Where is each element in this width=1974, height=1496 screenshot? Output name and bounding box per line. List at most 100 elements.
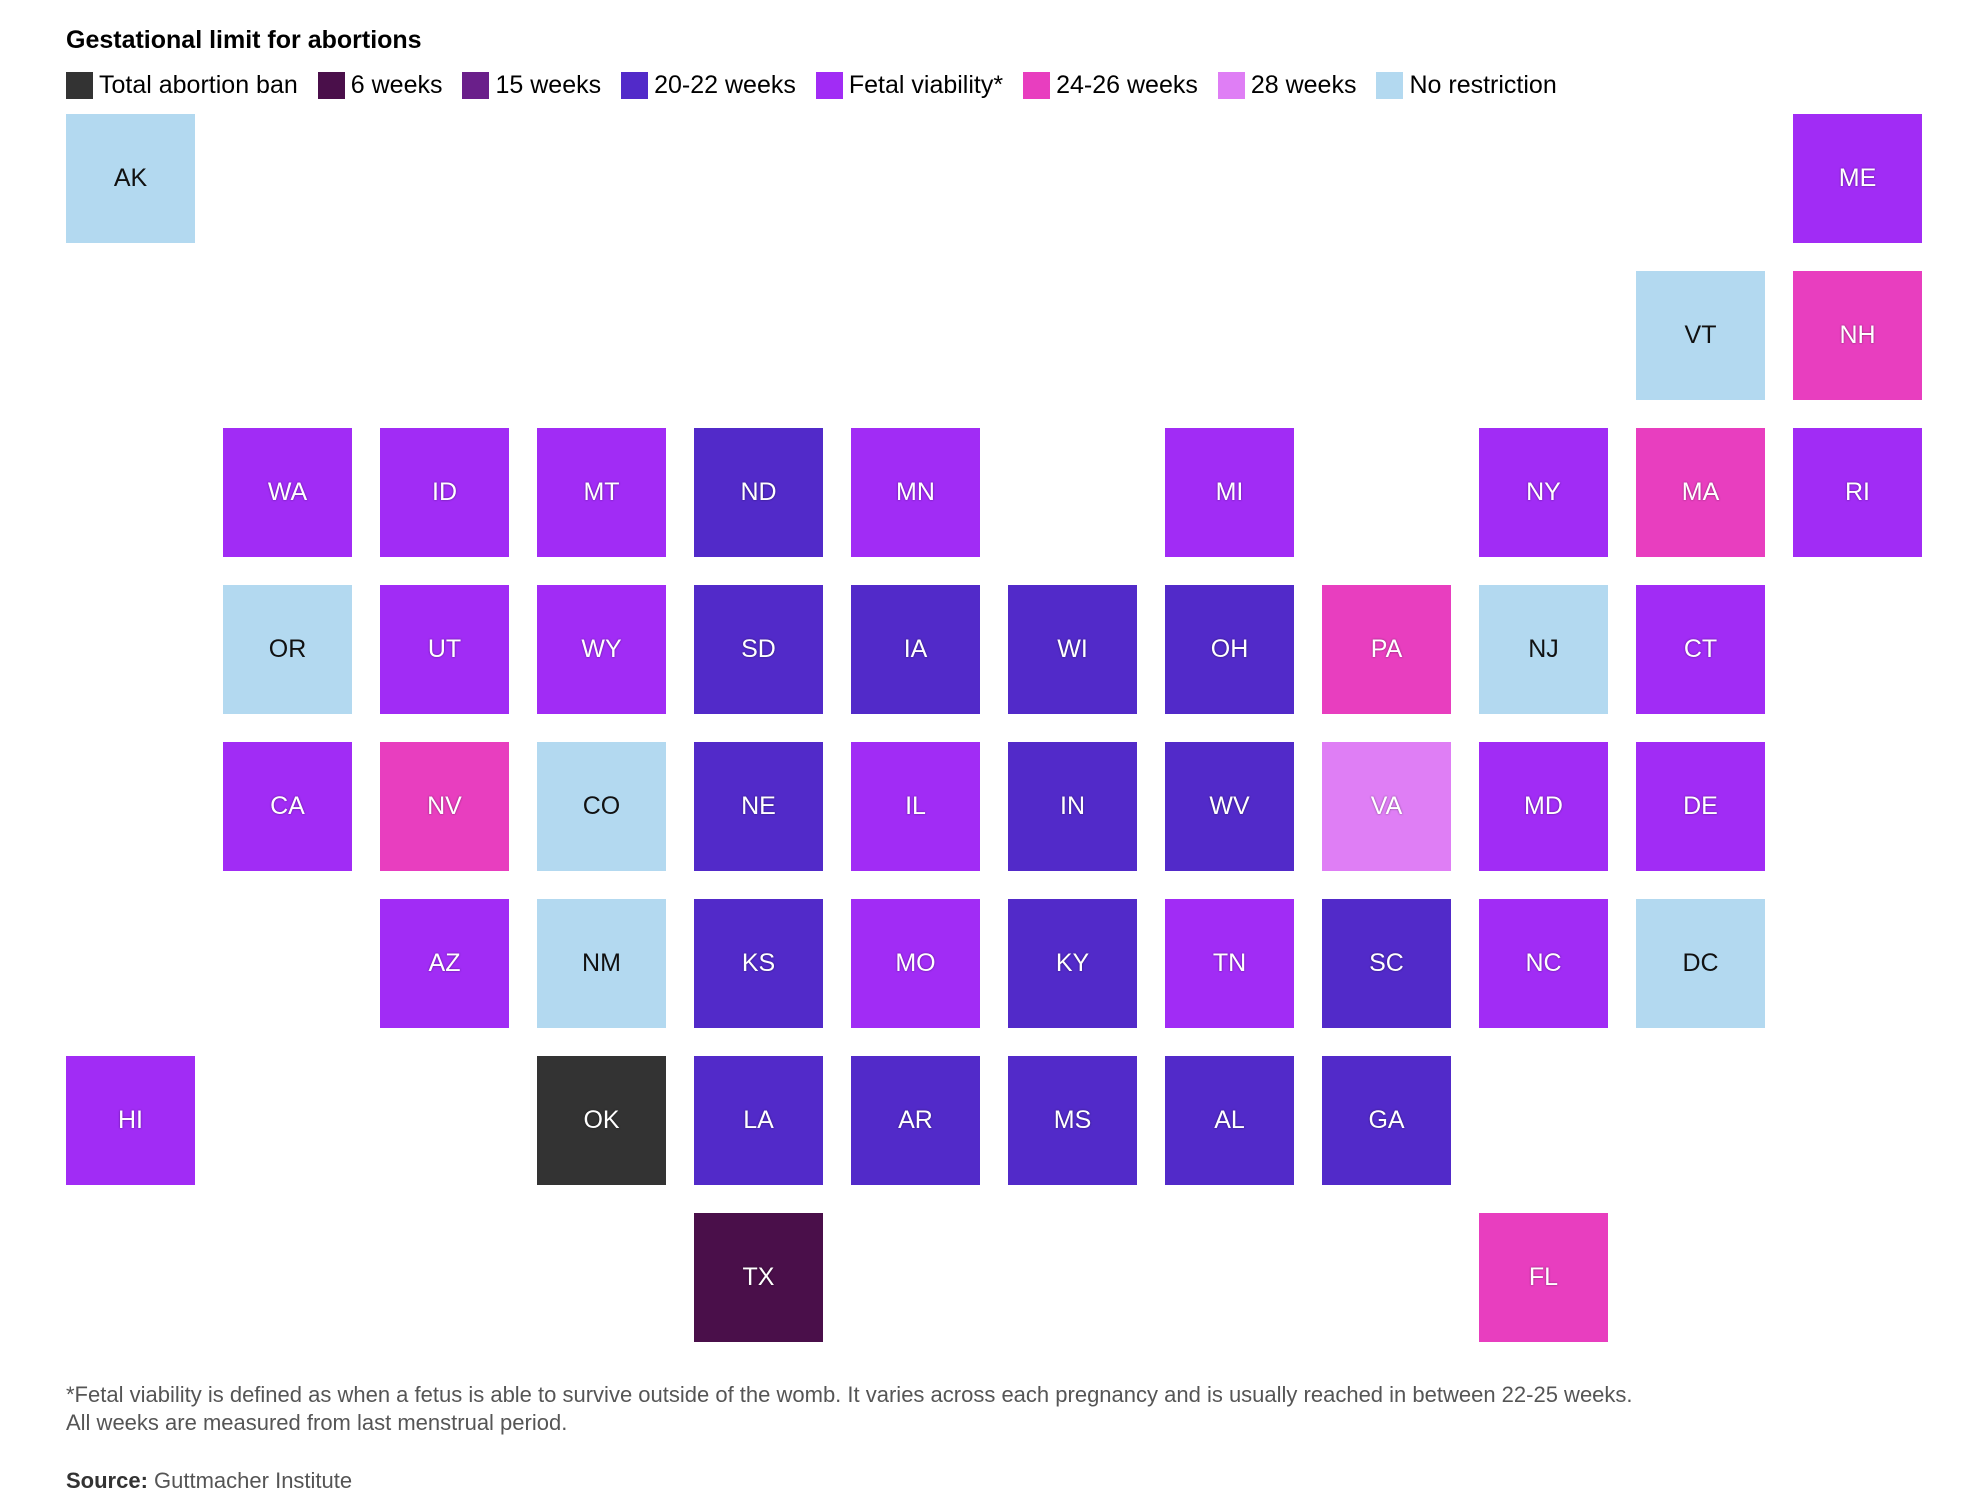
state-tile-tn[interactable]: TN xyxy=(1165,899,1294,1028)
state-tile-md[interactable]: MD xyxy=(1479,742,1608,871)
legend-label-w28: 28 weeks xyxy=(1250,71,1357,99)
state-tile-nj[interactable]: NJ xyxy=(1479,585,1608,714)
legend-label-ban: Total abortion ban xyxy=(99,71,298,99)
legend-swatch-w28 xyxy=(1217,72,1245,99)
state-label: SD xyxy=(741,635,776,663)
state-label: KS xyxy=(741,949,776,977)
state-tile-ma[interactable]: MA xyxy=(1636,428,1765,557)
state-label: WA xyxy=(267,478,308,506)
legend-item-ban: Total abortion ban xyxy=(66,71,298,100)
state-tile-fl[interactable]: FL xyxy=(1479,1213,1608,1342)
legend-swatch-ban xyxy=(66,72,93,99)
legend-item-none: No restriction xyxy=(1376,71,1557,100)
state-label: ID xyxy=(432,478,457,506)
state-tile-mo[interactable]: MO xyxy=(851,899,980,1028)
legend-item-w2022: 20-22 weeks xyxy=(621,71,796,100)
state-tile-wa[interactable]: WA xyxy=(223,428,352,557)
legend-swatch-w2022 xyxy=(621,72,649,99)
footnote-line-1: *Fetal viability is defined as when a fe… xyxy=(66,1382,1633,1407)
state-tile-in[interactable]: IN xyxy=(1008,742,1137,871)
state-label: PA xyxy=(1370,635,1403,663)
state-tile-tx[interactable]: TX xyxy=(694,1213,823,1342)
state-tile-hi[interactable]: HI xyxy=(66,1056,195,1185)
state-label: IN xyxy=(1060,792,1085,820)
state-tile-me[interactable]: ME xyxy=(1793,114,1922,243)
state-tile-sd[interactable]: SD xyxy=(694,585,823,714)
legend-swatch-viability xyxy=(815,72,843,99)
state-tile-nv[interactable]: NV xyxy=(380,742,509,871)
state-label: UT xyxy=(427,635,462,663)
state-tile-wi[interactable]: WI xyxy=(1008,585,1137,714)
legend-label-w15: 15 weeks xyxy=(495,71,602,99)
state-tile-ia[interactable]: IA xyxy=(851,585,980,714)
state-label: MI xyxy=(1215,478,1244,506)
state-label: FL xyxy=(1528,1263,1559,1291)
state-tile-ca[interactable]: CA xyxy=(223,742,352,871)
state-tile-nc[interactable]: NC xyxy=(1479,899,1608,1028)
state-label: CA xyxy=(270,792,305,820)
state-tile-ar[interactable]: AR xyxy=(851,1056,980,1185)
source-text: Guttmacher Institute xyxy=(147,1468,353,1493)
state-tile-wv[interactable]: WV xyxy=(1165,742,1294,871)
state-label: WV xyxy=(1209,792,1250,820)
state-label: MT xyxy=(583,478,620,506)
state-label: ND xyxy=(740,478,777,506)
state-tile-ms[interactable]: MS xyxy=(1008,1056,1137,1185)
state-label: AK xyxy=(113,164,148,192)
state-tile-ri[interactable]: RI xyxy=(1793,428,1922,557)
legend-swatch-w2426 xyxy=(1023,72,1051,99)
state-label: WY xyxy=(581,635,622,663)
state-tile-la[interactable]: LA xyxy=(694,1056,823,1185)
state-tile-co[interactable]: CO xyxy=(537,742,666,871)
state-label: NY xyxy=(1526,478,1561,506)
state-tile-ut[interactable]: UT xyxy=(380,585,509,714)
state-tile-or[interactable]: OR xyxy=(223,585,352,714)
state-label: VT xyxy=(1684,321,1717,349)
state-tile-mn[interactable]: MN xyxy=(851,428,980,557)
legend-item-viability: Fetal viability* xyxy=(815,71,1003,100)
state-label: OR xyxy=(268,635,307,663)
state-label: SC xyxy=(1369,949,1404,977)
state-label: NE xyxy=(741,792,776,820)
state-tile-dc[interactable]: DC xyxy=(1636,899,1765,1028)
state-tile-vt[interactable]: VT xyxy=(1636,271,1765,400)
legend-item-w28: 28 weeks xyxy=(1217,71,1357,100)
state-tile-nd[interactable]: ND xyxy=(694,428,823,557)
state-tile-ky[interactable]: KY xyxy=(1008,899,1137,1028)
state-tile-mt[interactable]: MT xyxy=(537,428,666,557)
state-label: NH xyxy=(1839,321,1876,349)
legend-item-w15: 15 weeks xyxy=(462,71,601,100)
state-tile-ak[interactable]: AK xyxy=(66,114,195,243)
state-tile-id[interactable]: ID xyxy=(380,428,509,557)
state-tile-az[interactable]: AZ xyxy=(380,899,509,1028)
legend: Total abortion ban 6 weeks 15 weeks 20-22 w… xyxy=(66,71,1577,100)
state-tile-pa[interactable]: PA xyxy=(1322,585,1451,714)
state-tile-de[interactable]: DE xyxy=(1636,742,1765,871)
state-tile-ne[interactable]: NE xyxy=(694,742,823,871)
state-tile-il[interactable]: IL xyxy=(851,742,980,871)
state-label: NV xyxy=(427,792,462,820)
state-tile-ct[interactable]: CT xyxy=(1636,585,1765,714)
state-label: DC xyxy=(1682,949,1719,977)
state-tile-ok[interactable]: OK xyxy=(537,1056,666,1185)
state-label: IA xyxy=(903,635,928,663)
state-label: LA xyxy=(743,1106,774,1134)
state-tile-ks[interactable]: KS xyxy=(694,899,823,1028)
state-tile-ga[interactable]: GA xyxy=(1322,1056,1451,1185)
state-tile-va[interactable]: VA xyxy=(1322,742,1451,871)
tile-grid-map: AK ME VT NH WA ID MT ND MN MI NY MA RI OR UT WY SD IA WI OH… xyxy=(66,114,1922,1342)
footnote-line-2: All weeks are measured from last menstru… xyxy=(66,1410,568,1435)
state-tile-nh[interactable]: NH xyxy=(1793,271,1922,400)
state-label: WI xyxy=(1057,635,1088,663)
state-tile-ny[interactable]: NY xyxy=(1479,428,1608,557)
source-credit: Source: Guttmacher Institute xyxy=(66,1468,352,1494)
state-tile-wy[interactable]: WY xyxy=(537,585,666,714)
state-label: CO xyxy=(582,792,621,820)
state-tile-oh[interactable]: OH xyxy=(1165,585,1294,714)
state-tile-mi[interactable]: MI xyxy=(1165,428,1294,557)
state-tile-al[interactable]: AL xyxy=(1165,1056,1294,1185)
state-label: MA xyxy=(1681,478,1720,506)
state-label: MD xyxy=(1524,792,1563,820)
state-tile-nm[interactable]: NM xyxy=(537,899,666,1028)
state-tile-sc[interactable]: SC xyxy=(1322,899,1451,1028)
